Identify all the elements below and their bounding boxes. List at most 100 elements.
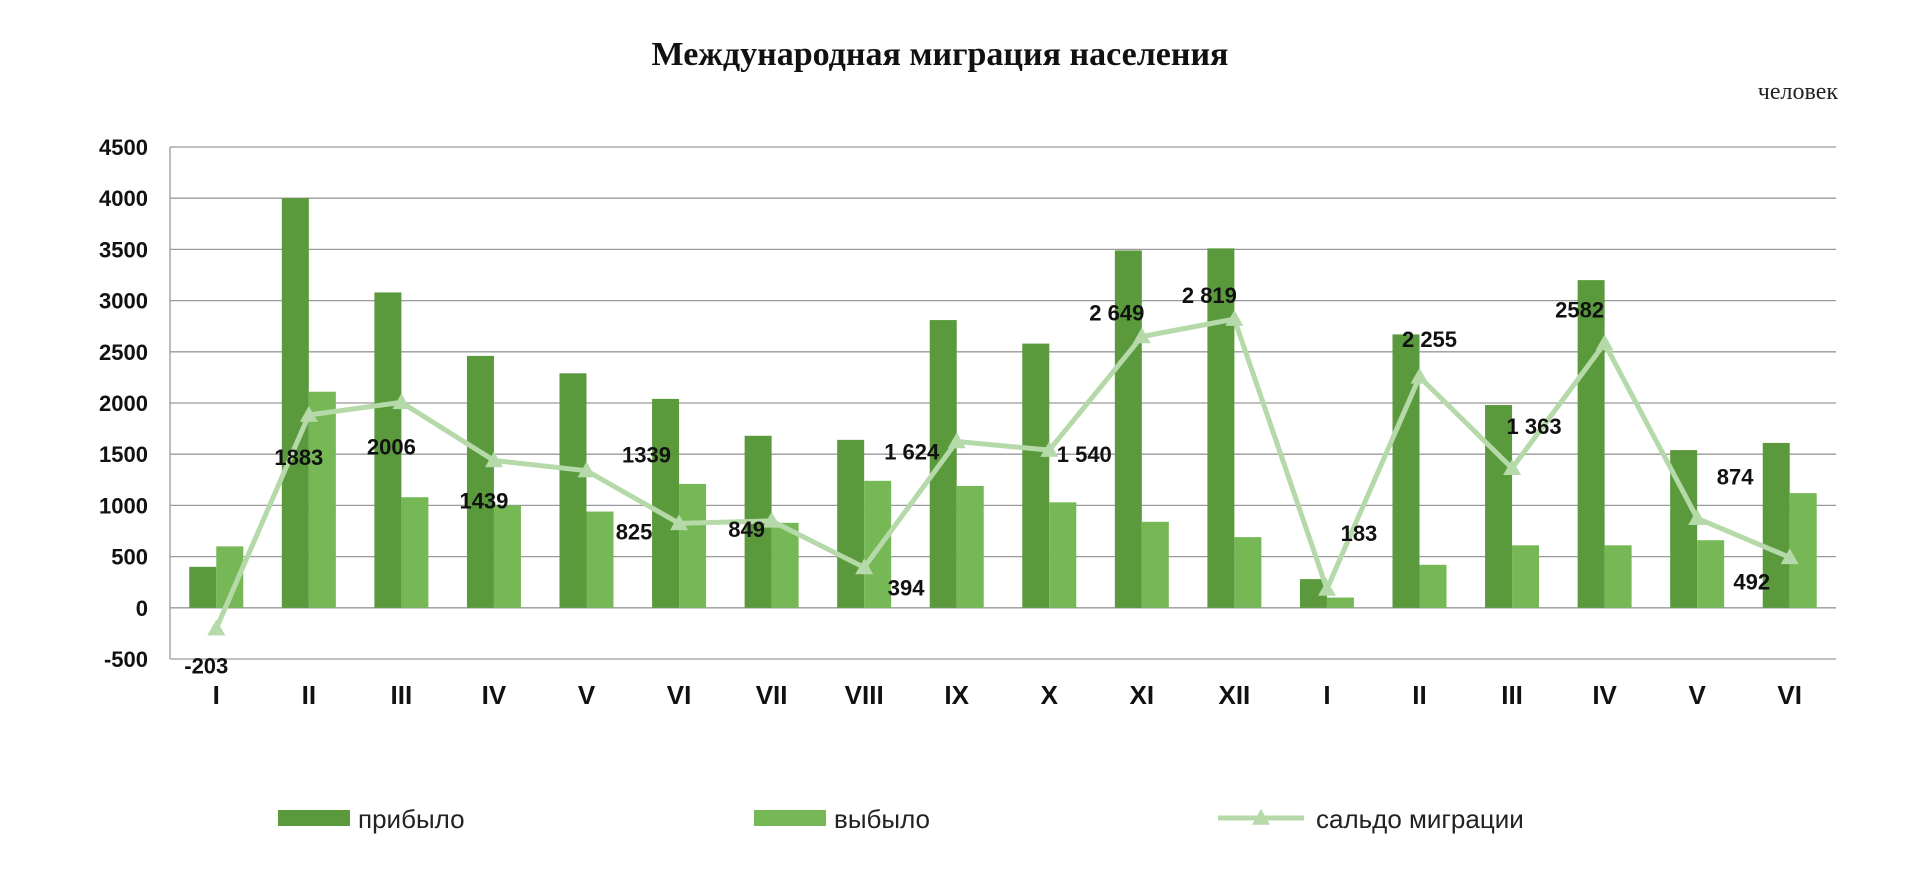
x-tick-label: II bbox=[302, 680, 316, 710]
bar-arrived bbox=[652, 398, 680, 608]
bar-departed bbox=[493, 505, 521, 608]
balance-data-label: 2582 bbox=[1555, 297, 1604, 322]
y-tick-label: 4000 bbox=[99, 186, 148, 211]
axis-layer: -500 0 500 1000 1500 2000 2500 3000 3500 4000 4500… bbox=[99, 135, 1802, 710]
balance-data-label: 2 819 bbox=[1182, 283, 1237, 308]
bar-departed bbox=[401, 497, 429, 608]
balance-marker bbox=[392, 393, 411, 410]
balance-data-label: 1883 bbox=[274, 445, 323, 470]
legend-item: выбыло bbox=[754, 804, 930, 834]
bar-arrived bbox=[1114, 250, 1142, 608]
balance-marker bbox=[670, 514, 689, 531]
x-tick-label: IV bbox=[1592, 680, 1617, 710]
y-tick-label: -500 bbox=[104, 647, 148, 672]
balance-marker bbox=[299, 405, 318, 422]
balance-data-label: 1339 bbox=[622, 443, 671, 468]
bar-departed bbox=[1049, 502, 1077, 608]
x-tick-label: VII bbox=[756, 680, 788, 710]
balance-data-label: 1 624 bbox=[884, 440, 940, 465]
balance-marker bbox=[947, 432, 966, 449]
balance-marker bbox=[1595, 334, 1614, 351]
balance-data-label: 2006 bbox=[367, 434, 416, 459]
bar-arrived bbox=[189, 566, 217, 608]
bar-departed bbox=[1604, 545, 1632, 608]
bar-arrived bbox=[374, 292, 402, 608]
legend-item: прибыло bbox=[278, 804, 465, 834]
bar-departed bbox=[1326, 597, 1354, 608]
balance-marker bbox=[1780, 548, 1799, 565]
bar-departed bbox=[1697, 540, 1725, 608]
balance-data-label: -203 bbox=[184, 654, 228, 679]
balance-marker bbox=[1132, 327, 1151, 344]
bar-arrived bbox=[1762, 442, 1790, 608]
unit-label: человек bbox=[1758, 79, 1839, 105]
balance-data-label: 183 bbox=[1341, 521, 1378, 546]
balance-marker bbox=[1688, 509, 1707, 526]
bars-layer bbox=[189, 198, 1817, 608]
x-tick-label: II bbox=[1412, 680, 1426, 710]
bar-arrived bbox=[281, 198, 309, 608]
balance-data-label: 1439 bbox=[459, 488, 508, 513]
x-tick-label: IV bbox=[482, 680, 507, 710]
balance-data-label: 394 bbox=[888, 575, 925, 600]
balance-data-label: 2 649 bbox=[1089, 301, 1144, 326]
bar-departed bbox=[956, 485, 984, 608]
x-tick-label: VI bbox=[667, 680, 692, 710]
bar-arrived bbox=[1485, 405, 1513, 608]
chart-title: Международная миграция населения bbox=[652, 36, 1229, 73]
bar-arrived bbox=[559, 373, 587, 608]
x-tick-label: III bbox=[1501, 680, 1523, 710]
balance-marker bbox=[762, 511, 781, 528]
x-tick-label: I bbox=[213, 680, 220, 710]
balance-data-label: 1 540 bbox=[1057, 442, 1112, 467]
bar-departed bbox=[771, 522, 799, 608]
x-tick-label: VI bbox=[1777, 680, 1802, 710]
balance-data-label: 849 bbox=[728, 517, 765, 542]
legend-label: прибыло bbox=[358, 804, 465, 834]
line-layer bbox=[207, 310, 1799, 636]
grid-layer bbox=[170, 146, 1836, 660]
balance-data-label: 825 bbox=[616, 519, 653, 544]
balance-marker bbox=[1410, 367, 1429, 384]
y-tick-label: 3500 bbox=[99, 237, 148, 262]
bar-departed bbox=[1141, 521, 1169, 608]
bar-arrived bbox=[1022, 343, 1050, 608]
x-tick-label: I bbox=[1323, 680, 1330, 710]
legend-swatch bbox=[754, 810, 826, 826]
balance-marker bbox=[1317, 580, 1336, 596]
bar-departed bbox=[586, 511, 614, 608]
legend-item: сальдо миграции bbox=[1218, 804, 1524, 834]
y-tick-label: 4500 bbox=[99, 135, 148, 160]
balance-marker bbox=[855, 558, 874, 575]
y-tick-label: 0 bbox=[136, 596, 148, 621]
y-tick-label: 3000 bbox=[99, 289, 148, 314]
balance-data-label: 1 363 bbox=[1507, 414, 1562, 439]
x-tick-label: XI bbox=[1130, 680, 1155, 710]
x-tick-label: III bbox=[391, 680, 413, 710]
bar-arrived bbox=[837, 439, 865, 608]
balance-marker bbox=[1040, 441, 1059, 457]
balance-data-label: 2 255 bbox=[1402, 327, 1457, 352]
balance-marker bbox=[1225, 310, 1244, 326]
x-tick-label: V bbox=[578, 680, 596, 710]
x-tick-label: VIII bbox=[845, 680, 884, 710]
x-tick-label: XII bbox=[1218, 680, 1250, 710]
y-tick-label: 500 bbox=[111, 545, 148, 570]
legend-label: сальдо миграции bbox=[1316, 804, 1524, 834]
balance-marker bbox=[1503, 459, 1522, 475]
balance-marker bbox=[207, 619, 226, 636]
bar-departed bbox=[308, 391, 336, 608]
bar-departed bbox=[864, 480, 892, 608]
y-tick-label: 2000 bbox=[99, 391, 148, 416]
y-tick-label: 1500 bbox=[99, 442, 148, 467]
balance-marker bbox=[484, 451, 503, 468]
bar-departed bbox=[1234, 537, 1262, 608]
balance-data-label: 492 bbox=[1733, 569, 1770, 594]
y-tick-label: 1000 bbox=[99, 493, 148, 518]
legend: прибыло выбыло сальдо миграции bbox=[278, 804, 1524, 834]
bar-arrived bbox=[1577, 280, 1605, 608]
legend-swatch bbox=[278, 810, 350, 826]
labels-layer: -203 1883 2006 1439 1339 825 849 394 1 624 1 540 2… bbox=[184, 283, 1770, 678]
